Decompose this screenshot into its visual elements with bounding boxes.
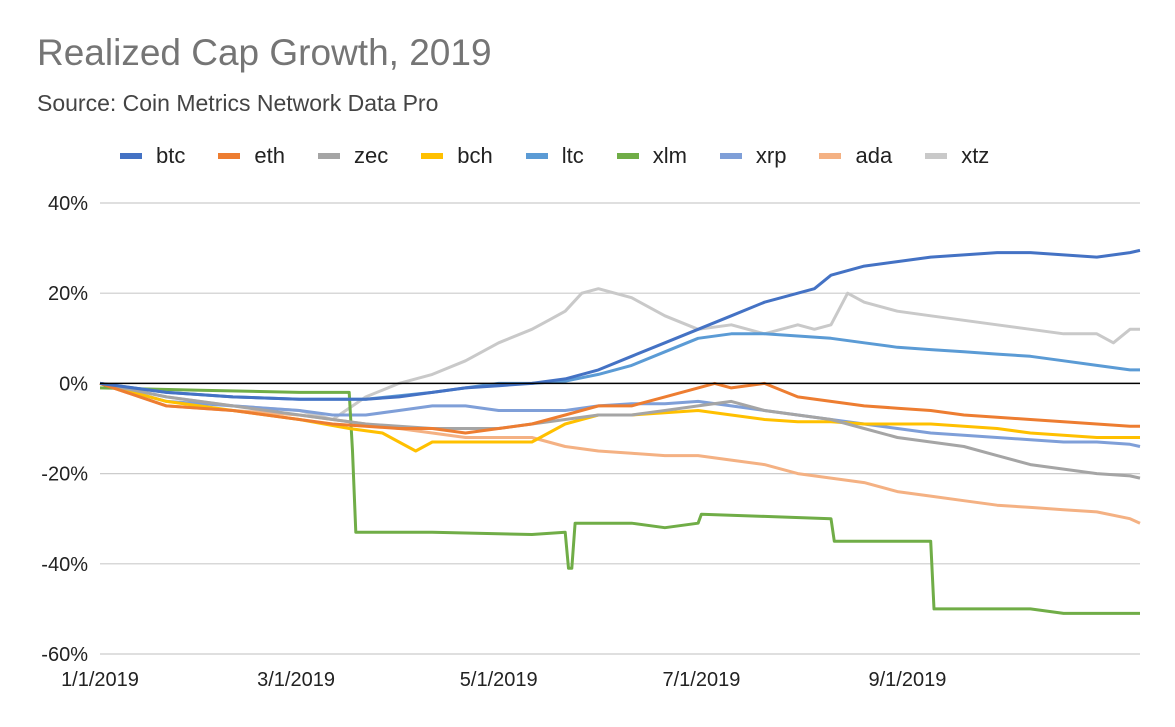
legend-item-xtz: xtz [925,143,989,169]
series-line-btc [99,248,1141,401]
legend-swatch [925,153,948,159]
chart-subtitle: Source: Coin Metrics Network Data Pro [37,90,439,116]
legend-swatch [218,153,241,159]
legend-label: ada [855,143,893,168]
x-tick-label: 5/1/2019 [460,669,538,691]
x-tick-label: 9/1/2019 [868,669,946,691]
legend-item-bch: bch [421,143,493,169]
x-tick-label: 7/1/2019 [662,669,740,691]
y-tick-label: 40% [48,193,88,215]
legend-label: zec [353,143,389,168]
legend-item-xrp: xrp [719,143,787,169]
series-line-xtz [99,287,1140,421]
legend-item-eth: eth [218,143,285,169]
series-line-xrp [99,381,1141,448]
series-line-eth [99,381,1140,435]
legend-swatch [719,153,742,159]
chart-title: Realized Cap Growth, 2019 [37,32,492,73]
x-tick-label: 1/1/2019 [61,669,139,691]
y-tick-label: -40% [41,554,88,576]
legend-label: eth [254,143,285,168]
legend-swatch [525,153,548,159]
y-tick-label: -60% [41,644,88,666]
legend-item-btc: btc [120,143,185,169]
series-line-ltc [99,332,1140,401]
y-tick-label: 20% [48,283,88,305]
legend-item-xlm: xlm [616,143,687,169]
legend-item-ada: ada [819,143,892,169]
y-tick-label: 0% [59,373,88,395]
legend-swatch [120,153,142,159]
legend: btc eth zec bch ltc xlm xrp ada xtz [120,143,1022,169]
series-line-xlm [99,386,1140,615]
legend-label: btc [156,143,186,168]
legend-swatch [616,153,639,159]
legend-label: xrp [755,143,787,168]
legend-label: ltc [561,143,584,168]
legend-swatch [317,153,340,159]
legend-label: bch [457,143,493,168]
legend-item-zec: zec [317,143,389,169]
series-line-zec [99,381,1141,480]
y-tick-label: -20% [41,464,88,486]
legend-item-ltc: ltc [525,143,584,169]
legend-label: xtz [961,143,990,168]
legend-label: xlm [652,143,687,168]
x-tick-label: 3/1/2019 [257,669,335,691]
legend-swatch [819,153,842,159]
series-line-bch [99,381,1140,453]
legend-swatch [421,153,444,159]
